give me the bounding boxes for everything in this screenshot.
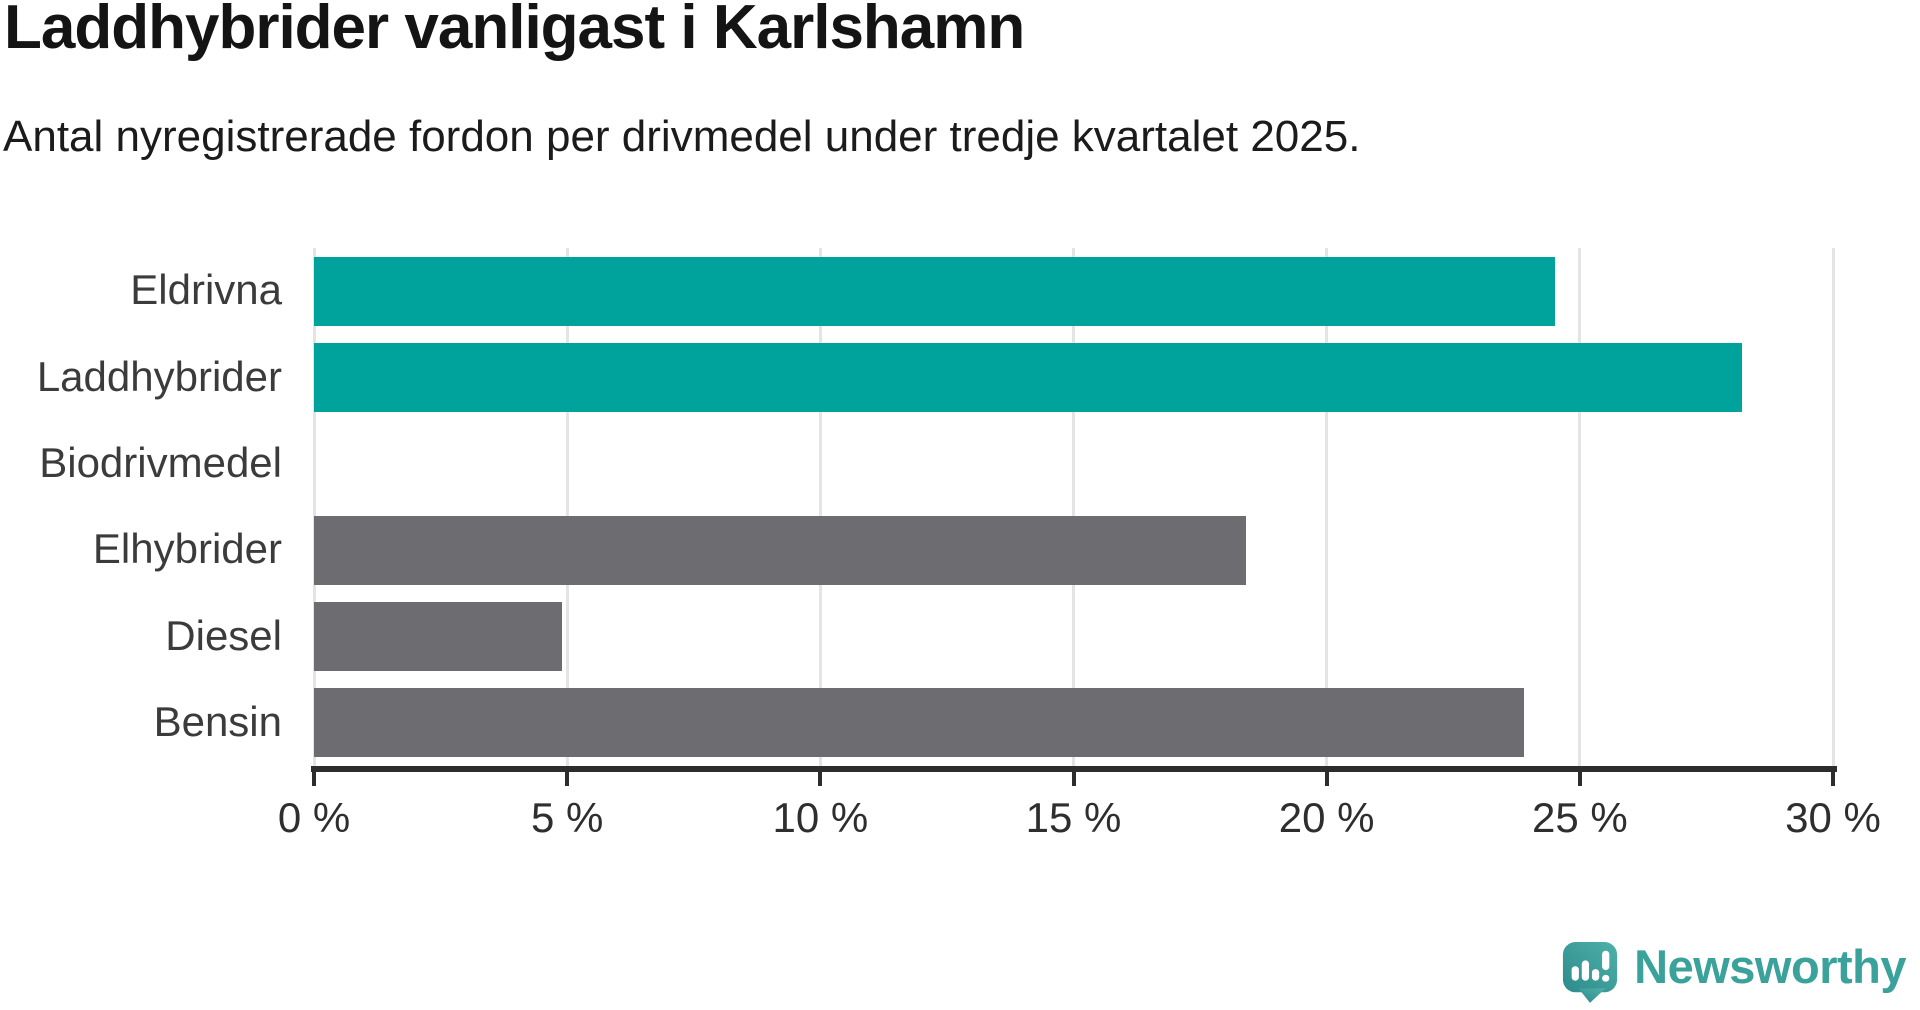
gridline-15 [1072,248,1075,766]
chart-subtitle: Antal nyregistrerade fordon per drivmede… [3,112,1361,161]
x-tick-label-0: 0 % [277,794,351,841]
x-tick-15 [1071,770,1076,786]
x-tick-10 [818,770,823,786]
x-tick-5 [565,770,570,786]
bar-diesel [314,602,563,671]
gridline-20 [1325,248,1329,766]
gridline-0 [312,248,316,766]
chart-title: Laddhybrider vanligast i Karlshamn [4,0,1025,62]
x-tick-0 [312,770,316,786]
bar-laddhybrider [314,343,1742,412]
newsworthy-logo: Newsworthy [1561,939,1906,1004]
x-tick-label-20: 20 % [1278,794,1375,841]
newsworthy-wordmark: Newsworthy [1634,940,1906,993]
category-label-laddhybrider: Laddhybrider [36,352,282,400]
x-tick-label-30: 30 % [1785,794,1881,841]
x-tick-label-10: 10 % [772,794,869,841]
category-label-biodrivmedel: Biodrivmedel [39,438,282,486]
category-label-bensin: Bensin [153,697,282,745]
category-label-eldrivna: Eldrivna [130,266,282,314]
gridline-10 [818,248,822,766]
x-tick-label-5: 5 % [530,794,604,841]
x-tick-label-25: 25 % [1531,794,1628,841]
newsworthy-speech-bubble-bar-chart-icon [1563,941,1618,1003]
gridline-25 [1578,248,1582,766]
category-labels: Eldrivna Laddhybrider Biodrivmedel Elhybrid… [0,248,282,766]
category-label-diesel: Diesel [165,611,282,659]
x-tick-label-15: 15 % [1025,794,1122,841]
x-axis-line [311,766,1837,772]
gridline-5 [565,248,569,766]
x-tick-25 [1577,770,1582,786]
bar-bensin [314,688,1525,758]
x-tick-20 [1324,770,1329,786]
category-label-elhybrider: Elhybrider [92,525,282,573]
bar-elhybrider [314,515,1246,585]
x-tick-30 [1831,770,1835,786]
plot-area [312,248,1835,766]
bar-eldrivna [314,256,1555,326]
gridline-30 [1831,248,1835,766]
